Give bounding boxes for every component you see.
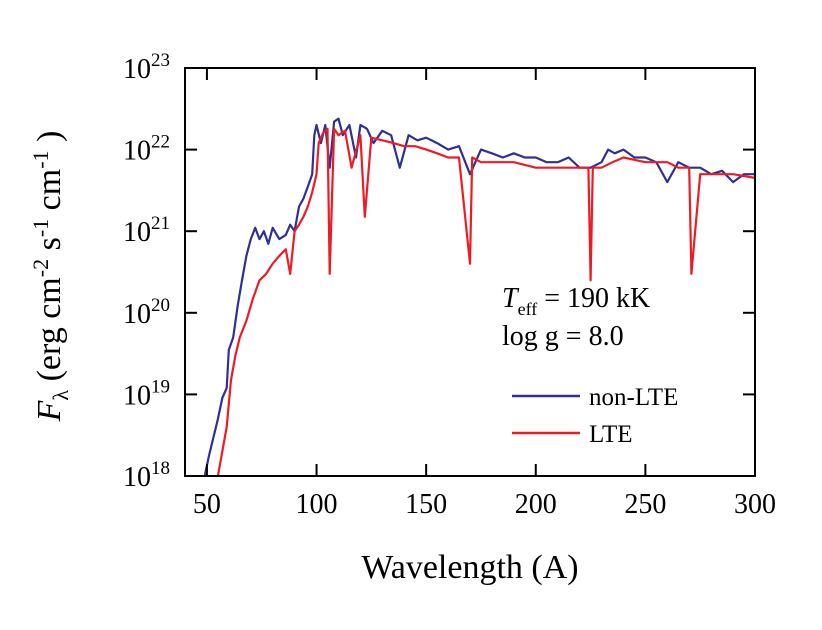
text-part: ): [31, 131, 68, 151]
legend-label: LTE: [589, 421, 633, 448]
series-line: [203, 117, 755, 476]
x-tick-label: 100: [296, 489, 338, 520]
text-part: -1: [28, 150, 53, 168]
x-tick-label: 150: [405, 489, 447, 520]
text-part: (erg cm: [31, 277, 68, 390]
text-part: eff: [518, 299, 538, 319]
x-tick-label: 250: [624, 489, 666, 520]
text-part: λ: [48, 390, 73, 401]
y-tick-label: 1023: [123, 50, 170, 85]
x-tick-label: 300: [734, 489, 776, 520]
text-part: T: [502, 283, 520, 314]
y-tick-label: 1022: [123, 132, 170, 167]
text-part: s: [31, 237, 68, 259]
text-part: F: [31, 399, 68, 422]
y-tick-label: 1018: [123, 458, 170, 493]
annotation: Teff = 190 kK: [502, 283, 650, 319]
text-part: -2: [28, 259, 53, 277]
x-tick-label: 200: [515, 489, 557, 520]
text-part: cm: [31, 169, 68, 219]
x-axis-label: Wavelength (A): [361, 549, 578, 586]
annotation: log g = 8.0: [502, 321, 624, 352]
y-tick-label: 1019: [123, 376, 170, 411]
legend-label: non-LTE: [589, 384, 678, 411]
x-tick-label: 50: [193, 489, 221, 520]
text-part: -1: [28, 219, 53, 237]
y-axis-label: Fλ (erg cm-2 s-1 cm-1 ): [28, 131, 73, 423]
text-part: log g = 8.0: [502, 321, 624, 352]
text-part: = 190 kK: [537, 283, 650, 314]
plot-frame: [184, 67, 756, 477]
y-tick-label: 1021: [123, 213, 170, 248]
series-line: [216, 127, 755, 476]
y-tick-label: 1020: [123, 295, 170, 330]
